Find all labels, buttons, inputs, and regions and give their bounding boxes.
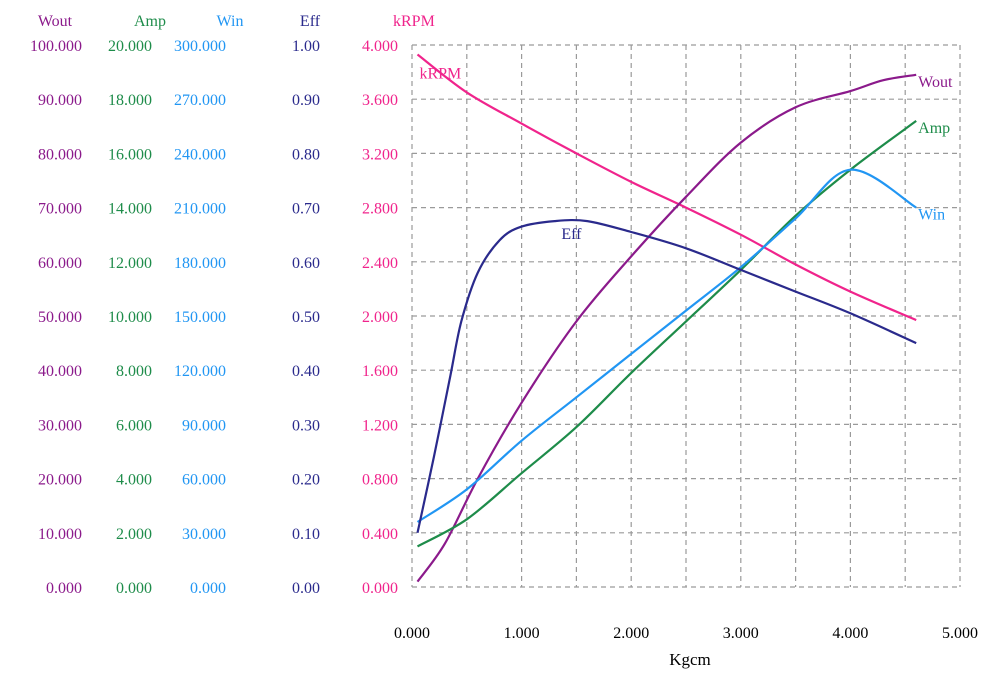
tick-label-eff: 0.00 xyxy=(292,580,320,597)
tick-label-win: 0.000 xyxy=(190,580,226,597)
x-tick-label: 5.000 xyxy=(942,625,978,642)
tick-label-eff: 0.50 xyxy=(292,309,320,326)
series-line-win xyxy=(416,168,917,523)
tick-label-win: 90.000 xyxy=(182,417,226,434)
series-label-win: Win xyxy=(918,207,945,224)
series-labels: kRPM Wout Amp Win Eff xyxy=(419,65,953,243)
tick-label-amp: 18.000 xyxy=(108,92,152,109)
axis-titles: Wout Amp Win Eff kRPM xyxy=(38,13,435,30)
series-line-eff xyxy=(416,218,917,534)
tick-label-krpm: 1.200 xyxy=(362,417,398,434)
x-tick-label: 0.000 xyxy=(394,625,430,642)
tick-label-amp: 14.000 xyxy=(108,201,152,218)
tick-label-eff: 0.20 xyxy=(292,472,320,489)
tick-label-win: 270.000 xyxy=(174,92,226,109)
tick-label-krpm: 0.400 xyxy=(362,526,398,543)
tick-label-win: 30.000 xyxy=(182,526,226,543)
axis-title-wout: Wout xyxy=(38,13,73,30)
series-line-wout xyxy=(416,73,917,583)
tick-label-win: 180.000 xyxy=(174,255,226,272)
tick-label-krpm: 4.000 xyxy=(362,38,398,55)
tick-label-win: 120.000 xyxy=(174,363,226,380)
x-axis-label: Kgcm xyxy=(669,650,711,669)
tick-label-eff: 0.10 xyxy=(292,526,320,543)
x-tick-label: 4.000 xyxy=(832,625,868,642)
tick-label-eff: 0.40 xyxy=(292,363,320,380)
tick-label-amp: 16.000 xyxy=(108,146,152,163)
series-line-amp xyxy=(416,120,917,548)
tick-label-krpm: 0.800 xyxy=(362,472,398,489)
axis-title-amp: Amp xyxy=(134,13,166,30)
tick-label-wout: 50.000 xyxy=(38,309,82,326)
tick-label-eff: 0.90 xyxy=(292,92,320,109)
tick-label-wout: 10.000 xyxy=(38,526,82,543)
x-tick-label: 1.000 xyxy=(504,625,540,642)
tick-label-wout: 90.000 xyxy=(38,92,82,109)
tick-label-krpm: 2.000 xyxy=(362,309,398,326)
plot-grid xyxy=(411,44,961,588)
series-label-wout: Wout xyxy=(918,74,953,91)
tick-label-win: 60.000 xyxy=(182,472,226,489)
tick-label-amp: 6.000 xyxy=(116,417,152,434)
tick-label-win: 150.000 xyxy=(174,309,226,326)
tick-label-wout: 30.000 xyxy=(38,417,82,434)
tick-label-amp: 0.000 xyxy=(116,580,152,597)
tick-label-win: 240.000 xyxy=(174,146,226,163)
x-axis-tick-labels: 0.000 1.000 2.000 3.000 4.000 5.000 xyxy=(394,625,978,642)
tick-label-eff: 0.30 xyxy=(292,417,320,434)
tick-label-amp: 2.000 xyxy=(116,526,152,543)
tick-label-amp: 10.000 xyxy=(108,309,152,326)
tick-label-eff: 1.00 xyxy=(292,38,320,55)
y-axes-tick-labels: 0.000 10.000 20.000 30.000 40.000 50.000 60.00… xyxy=(30,38,398,597)
series-label-krpm: kRPM xyxy=(419,65,461,82)
tick-label-eff: 0.60 xyxy=(292,255,320,272)
tick-label-krpm: 3.600 xyxy=(362,92,398,109)
tick-label-eff: 0.80 xyxy=(292,146,320,163)
tick-label-eff: 0.70 xyxy=(292,201,320,218)
tick-label-krpm: 0.000 xyxy=(362,580,398,597)
tick-label-wout: 80.000 xyxy=(38,146,82,163)
tick-label-krpm: 1.600 xyxy=(362,363,398,380)
series-label-amp: Amp xyxy=(918,120,950,137)
series-label-eff: Eff xyxy=(561,226,582,243)
tick-label-amp: 12.000 xyxy=(108,255,152,272)
tick-label-krpm: 3.200 xyxy=(362,146,398,163)
tick-label-krpm: 2.400 xyxy=(362,255,398,272)
tick-label-wout: 40.000 xyxy=(38,363,82,380)
series-line-krpm xyxy=(416,53,917,322)
tick-label-krpm: 2.800 xyxy=(362,201,398,218)
tick-label-wout: 20.000 xyxy=(38,472,82,489)
tick-label-amp: 20.000 xyxy=(108,38,152,55)
tick-label-amp: 8.000 xyxy=(116,363,152,380)
tick-label-wout: 70.000 xyxy=(38,201,82,218)
tick-label-wout: 100.000 xyxy=(30,38,82,55)
axis-title-krpm: kRPM xyxy=(393,13,435,30)
series-lines xyxy=(416,53,917,583)
tick-label-amp: 4.000 xyxy=(116,472,152,489)
tick-label-win: 300.000 xyxy=(174,38,226,55)
x-tick-label: 3.000 xyxy=(723,625,759,642)
tick-label-wout: 0.000 xyxy=(46,580,82,597)
x-tick-label: 2.000 xyxy=(613,625,649,642)
tick-label-win: 210.000 xyxy=(174,201,226,218)
axis-title-eff: Eff xyxy=(300,13,321,30)
tick-label-wout: 60.000 xyxy=(38,255,82,272)
axis-title-win: Win xyxy=(217,13,244,30)
